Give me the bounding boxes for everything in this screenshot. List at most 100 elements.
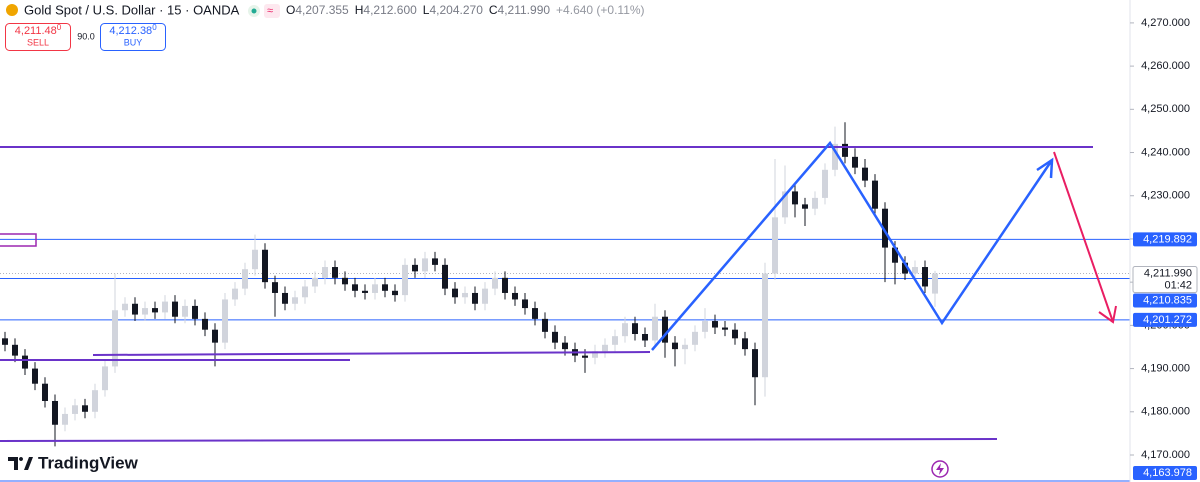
sell-price-main: 4,211.48	[15, 25, 57, 37]
candle-body	[152, 308, 158, 313]
candle-body	[772, 217, 778, 274]
sell-price: 4,211.480	[15, 23, 62, 37]
ohlc-value: 4,207.355	[295, 3, 349, 17]
ohlc: O4,207.355 H4,212.600 L4,204.270 C4,211.990…	[286, 3, 645, 17]
candle-body	[852, 156, 858, 168]
projection-path[interactable]	[651, 140, 1054, 351]
y-tick-label: 4,190.000	[1141, 362, 1190, 374]
candle-body	[62, 413, 68, 425]
candle-body	[122, 303, 128, 311]
buy-price-main: 4,212.38	[109, 25, 152, 37]
candle-body	[902, 262, 908, 274]
candle-body	[712, 321, 718, 328]
sell-label: SELL	[27, 37, 49, 47]
candle-body	[522, 299, 528, 309]
candle-body	[492, 277, 498, 289]
candle-body	[512, 292, 518, 300]
level-label: 4,163.978	[1133, 466, 1197, 480]
candle-body	[672, 342, 678, 350]
candle-body	[752, 349, 758, 378]
candle-body	[322, 267, 328, 278]
candle-body	[682, 344, 688, 350]
candle-body	[92, 390, 98, 412]
trendline[interactable]	[92, 351, 651, 356]
y-tick-label: 4,270.000	[1141, 17, 1190, 29]
level-label: 4,201.272	[1133, 312, 1197, 327]
sell-price-sup: 0	[57, 23, 62, 32]
ohlc-value: 4,204.270	[429, 3, 483, 17]
candle-body	[412, 264, 418, 272]
buy-price: 4,212.380	[109, 23, 157, 37]
candle-body	[542, 318, 548, 332]
candle-body	[862, 167, 868, 181]
y-tick-label: 4,180.000	[1141, 406, 1190, 418]
candle-body	[202, 318, 208, 330]
label-text: 4,211.990	[1144, 267, 1192, 279]
candle-body	[732, 329, 738, 339]
buy-price-sup: 0	[152, 23, 157, 32]
candle-body	[142, 308, 148, 315]
candle-body	[292, 297, 298, 304]
level-label: 4,210.835	[1133, 293, 1197, 308]
candle-body	[662, 316, 668, 343]
symbol-icon	[6, 4, 18, 16]
projection-arrow[interactable]	[1053, 151, 1114, 323]
level-label: 4,219.892	[1133, 232, 1197, 247]
candle-body	[452, 288, 458, 298]
label-box	[1133, 312, 1197, 327]
candle-body	[842, 143, 848, 157]
candle-body	[742, 338, 748, 350]
status-icon	[264, 4, 280, 18]
y-tick-label: 4,240.000	[1141, 146, 1190, 158]
sell-button[interactable]	[5, 23, 71, 51]
candle-body	[792, 191, 798, 205]
levels	[0, 238, 1130, 482]
alert-icon[interactable]	[931, 460, 949, 478]
candle-body	[502, 277, 508, 293]
candle-body	[262, 249, 268, 283]
ohlc-value: 4,211.990	[498, 3, 551, 17]
status-symbol: ≈	[267, 5, 273, 17]
candle-body	[242, 269, 248, 289]
ohlc-label: L	[423, 3, 430, 17]
candle-body	[2, 338, 8, 345]
candle-body	[402, 264, 408, 296]
ohlc-label: O	[286, 3, 295, 17]
candle-body	[362, 290, 368, 293]
candle-body	[612, 336, 618, 345]
candle-body	[532, 308, 538, 319]
candle-body	[562, 342, 568, 350]
candle-body	[332, 267, 338, 278]
label-box	[1132, 266, 1198, 294]
candle-body	[82, 405, 88, 412]
candle-body	[72, 405, 78, 414]
candle-body	[102, 366, 108, 391]
candle-body	[192, 305, 198, 319]
candle-body	[892, 247, 898, 263]
spread: 90.0	[77, 31, 95, 41]
y-tick-label: 4,170.000	[1141, 449, 1190, 461]
y-tick-label: 4,230.000	[1141, 190, 1190, 202]
ohlc-label: C	[489, 3, 498, 17]
candle-body	[382, 284, 388, 291]
candle-body	[212, 329, 218, 343]
candle-body	[52, 400, 58, 425]
candle-body	[172, 301, 178, 317]
candle-body	[882, 208, 888, 248]
candle-body	[482, 288, 488, 304]
candle-body	[782, 191, 788, 218]
label-text: 4,201.272	[1143, 314, 1192, 326]
buy-button[interactable]	[100, 23, 166, 51]
label-text: 4,163.978	[1143, 467, 1192, 479]
ohlc-value: 4,212.600	[363, 3, 417, 17]
candle-body	[922, 267, 928, 287]
trendline[interactable]	[0, 438, 998, 442]
label-box	[1133, 466, 1197, 480]
candle-body	[112, 310, 118, 367]
candle-body	[602, 344, 608, 352]
price-axis: 4,170.0004,180.0004,190.0004,200.0004,21…	[1130, 17, 1198, 480]
symbol: Gold Spot / U.S. Dollar · 15 · OANDA	[24, 2, 240, 17]
candle-body	[812, 197, 818, 209]
ohlc-label: H	[355, 3, 364, 17]
zone-box[interactable]	[0, 233, 37, 247]
